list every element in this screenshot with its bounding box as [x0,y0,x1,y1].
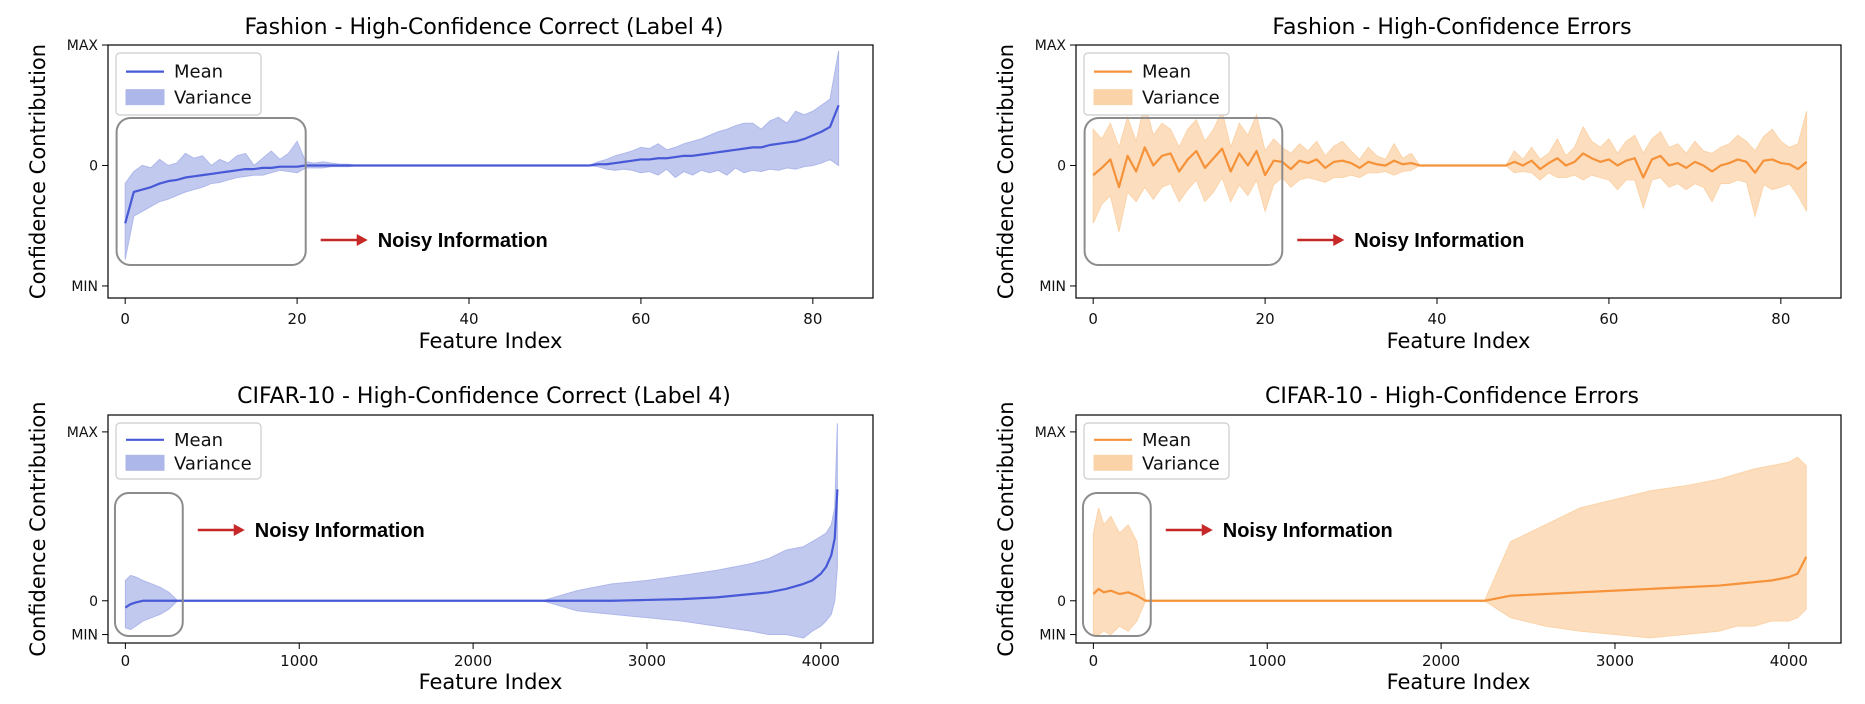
y-tick-label: 0 [89,594,98,610]
mean-line [124,489,839,609]
y-axis-label: Confidence Contribution [994,401,1018,656]
y-axis-label: Confidence Contribution [26,44,50,299]
legend-variance-swatch [125,454,165,471]
noisy-region-box [115,117,307,266]
x-tick-label: 4000 [802,652,840,670]
x-tick-label: 20 [288,310,307,328]
legend-mean-label: Mean [1142,430,1191,451]
x-tick-label: 60 [1599,310,1618,328]
x-tick-label: 20 [1256,310,1275,328]
y-tick-label: MAX [67,425,99,441]
chart-title: Fashion - High-Confidence Errors [1272,15,1631,40]
y-tick-label: MIN [71,279,98,295]
legend-mean-label: Mean [1142,62,1191,83]
x-tick-label: 3000 [628,652,666,670]
legend-variance-label: Variance [1142,88,1220,109]
noisy-region-box [113,492,184,637]
x-axis-label: Feature Index [419,670,563,694]
y-tick-label: MAX [67,38,99,54]
chart-cifar-correct: CIFAR-10 - High-Confidence Correct (Labe… [26,384,874,694]
legend-variance-swatch [125,89,165,106]
annotation-text: Noisy Information [378,230,548,252]
annotation-text: Noisy Information [255,520,425,542]
y-tick-label: MIN [71,628,98,644]
plot-frame [1075,44,1842,299]
plot-frame [1075,414,1842,644]
x-axis-label: Feature Index [419,329,563,353]
x-axis-label: Feature Index [1387,329,1531,353]
x-tick-label: 80 [803,310,822,328]
annotation-arrowhead [233,524,245,536]
variance-band [1092,456,1807,639]
chart-fashion-correct: Fashion - High-Confidence Correct (Label… [26,15,874,353]
plot-area [1092,102,1808,232]
legend: Mean Variance [115,52,262,116]
x-tick-label: 40 [459,310,478,328]
legend-variance-swatch [1093,89,1133,106]
x-tick-label: 60 [631,310,650,328]
y-tick-label: MIN [1039,279,1066,295]
plot-frame [107,414,874,644]
annotation-arrowhead [356,234,368,246]
plot-frame [107,44,874,299]
plot-area [124,50,840,260]
annotation-text: Noisy Information [1354,230,1524,252]
x-tick-label: 1000 [1248,652,1286,670]
plot-area [1092,456,1808,639]
x-tick-label: 0 [121,652,131,670]
legend: Mean Variance [1083,52,1230,116]
x-tick-label: 80 [1771,310,1790,328]
x-tick-label: 1000 [280,652,318,670]
x-tick-label: 0 [1089,652,1099,670]
x-tick-label: 0 [120,310,130,328]
y-tick-label: 0 [1057,158,1066,174]
variance-band [1092,102,1808,232]
legend-variance-swatch [1093,454,1133,471]
x-tick-label: 2000 [454,652,492,670]
y-tick-label: 0 [89,158,98,174]
chart-cifar-errors: CIFAR-10 - High-Confidence Errors 0 1000 20… [994,384,1842,694]
chart-fashion-errors: Fashion - High-Confidence Errors 0 20 40 60 8… [994,15,1842,353]
legend-variance-label: Variance [174,453,252,474]
annotation-text: Noisy Information [1223,520,1393,542]
x-tick-label: 40 [1427,310,1446,328]
y-tick-label: MAX [1035,425,1067,441]
mean-line [124,104,840,224]
chart-title: CIFAR-10 - High-Confidence Errors [1265,384,1639,409]
mean-line [1092,146,1808,189]
x-tick-label: 2000 [1422,652,1460,670]
x-tick-label: 4000 [1770,652,1808,670]
y-axis-label: Confidence Contribution [26,401,50,656]
noisy-region-box [1083,117,1284,266]
x-tick-label: 0 [1088,310,1098,328]
y-axis-label: Confidence Contribution [994,44,1018,299]
y-tick-label: 0 [1057,594,1066,610]
legend-mean-label: Mean [174,430,223,451]
chart-title: CIFAR-10 - High-Confidence Correct (Labe… [237,384,731,409]
noisy-region-box [1081,492,1152,637]
x-tick-label: 3000 [1596,652,1634,670]
y-tick-label: MIN [1039,628,1066,644]
mean-line [1092,556,1808,602]
plot-area [124,423,839,639]
y-tick-label: MAX [1035,38,1067,54]
legend-mean-label: Mean [174,62,223,83]
annotation-arrowhead [1333,234,1345,246]
chart-title: Fashion - High-Confidence Correct (Label… [245,15,724,40]
legend-variance-label: Variance [174,88,252,109]
annotation-arrowhead [1201,524,1213,536]
x-axis-label: Feature Index [1387,670,1531,694]
legend-variance-label: Variance [1142,453,1220,474]
